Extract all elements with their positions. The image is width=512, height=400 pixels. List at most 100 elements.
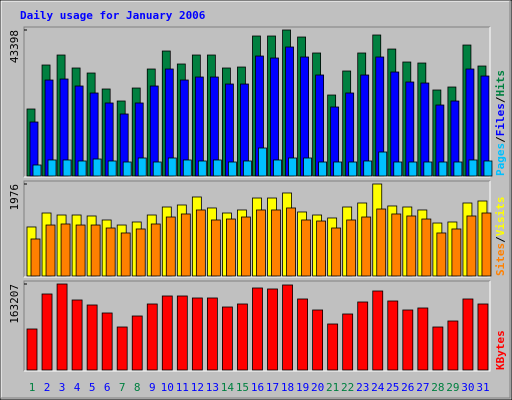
bar (56, 283, 68, 371)
bar (161, 295, 173, 371)
bar (346, 219, 357, 277)
bar (167, 157, 177, 177)
bar (222, 306, 233, 371)
bar (391, 213, 402, 277)
x-tick-label: 10 (161, 381, 174, 394)
x-tick-label: 4 (74, 381, 81, 394)
bar (45, 224, 56, 277)
legend-entry: KBytes (494, 330, 507, 370)
x-tick-label: 28 (431, 381, 444, 394)
legend-entry: Visits (494, 197, 507, 237)
bar (206, 297, 218, 371)
bar (237, 303, 248, 371)
bar (288, 157, 297, 177)
bevel (24, 281, 491, 372)
bar (421, 218, 432, 277)
bar (195, 209, 206, 277)
bar (342, 313, 354, 371)
legend-separator: / (494, 136, 507, 143)
bar (92, 158, 102, 177)
bar (451, 228, 462, 277)
x-tick-label: 3 (59, 381, 66, 394)
bar (180, 213, 191, 277)
x-tick-label: 27 (416, 381, 429, 394)
x-tick-label: 6 (104, 381, 111, 394)
x-tick-label: 16 (251, 381, 264, 394)
legend-entry: Hits (494, 70, 507, 97)
bar (226, 218, 236, 277)
bar (408, 161, 418, 177)
chart-title: Daily usage for January 2006 (20, 9, 206, 22)
x-tick-label: 8 (134, 381, 141, 394)
bar (402, 309, 414, 371)
bevel (23, 180, 490, 277)
bar (271, 209, 281, 277)
x-tick-label: 18 (281, 381, 294, 394)
x-tick-label: 12 (191, 381, 204, 394)
bar (182, 159, 192, 177)
bar (453, 161, 463, 177)
bar (436, 232, 447, 277)
bar (393, 161, 403, 177)
bar (71, 299, 83, 371)
bar (90, 224, 101, 277)
bar (252, 287, 263, 371)
bar (105, 227, 116, 277)
bar (26, 328, 38, 371)
x-tick-label: 25 (386, 381, 399, 394)
bar (210, 219, 221, 277)
bar (197, 160, 207, 177)
bar (466, 215, 477, 277)
x-tick-label: 2 (44, 381, 51, 394)
x-tick-label: 19 (296, 381, 309, 394)
bar (333, 161, 343, 177)
bar (47, 159, 57, 177)
bar (273, 159, 282, 177)
legend: KBytes (494, 330, 507, 370)
legend-separator: / (494, 236, 507, 243)
bar (390, 71, 400, 177)
x-tick-label: 7 (119, 381, 126, 394)
x-tick-label: 26 (401, 381, 414, 394)
bar (165, 216, 176, 277)
x-tick-label: 23 (356, 381, 369, 394)
bar (30, 238, 41, 277)
bar (372, 290, 384, 371)
bar (348, 161, 358, 177)
x-tick-label: 24 (371, 381, 385, 394)
x-tick-label: 15 (236, 381, 249, 394)
bar (191, 297, 203, 371)
bar (376, 208, 387, 277)
x-tick-label: 17 (266, 381, 279, 394)
bar (387, 300, 399, 371)
x-tick-label: 31 (476, 381, 489, 394)
bar (146, 303, 158, 371)
bar (316, 220, 327, 277)
bar (101, 312, 113, 371)
x-tick-label: 1 (29, 381, 36, 394)
legend: Sites/Visits (494, 197, 507, 277)
x-tick-label: 13 (206, 381, 219, 394)
bar (212, 159, 222, 177)
bar (122, 161, 132, 177)
bevel (23, 280, 490, 371)
bar (152, 161, 162, 177)
bar (378, 151, 388, 177)
bar (256, 209, 266, 277)
bar (41, 293, 53, 371)
bar (135, 228, 146, 277)
bar (137, 157, 147, 177)
bar (312, 309, 324, 371)
legend-separator: / (494, 96, 507, 103)
bar (327, 323, 339, 371)
bar (267, 288, 278, 371)
bar (116, 326, 128, 371)
bar (483, 160, 493, 177)
bar (438, 161, 448, 177)
bar (285, 46, 294, 177)
bar (258, 147, 267, 177)
bar (286, 207, 296, 277)
